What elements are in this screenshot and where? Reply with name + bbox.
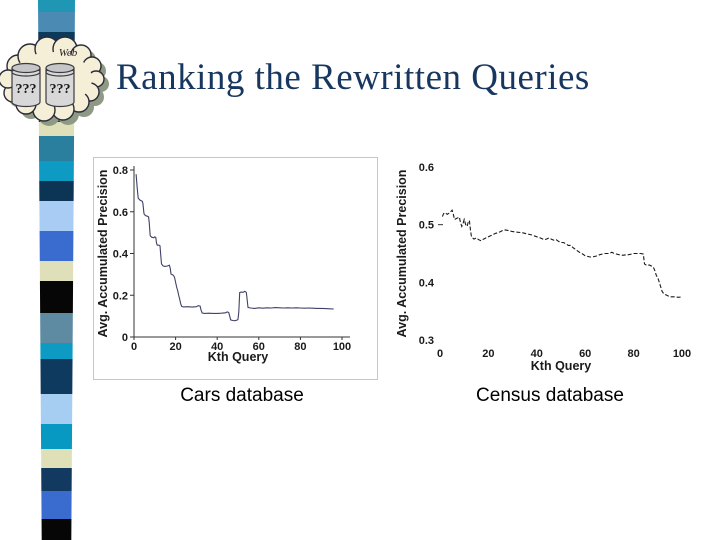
stripe-segment — [38, 468, 75, 491]
stripe-segment — [38, 343, 75, 359]
census-chart: 0 20 40 60 80 100 0.3 0.4 0.5 0.6 Kth Query Avg. Ac… — [393, 157, 703, 378]
x-tick-label: 0 — [437, 348, 443, 360]
stripe-segment — [38, 201, 75, 231]
stripe-segment — [38, 519, 75, 540]
stripe-segment — [38, 12, 75, 32]
stripe-segment — [38, 181, 75, 201]
x-tick-label: 40 — [531, 348, 543, 360]
x-axis-label: Kth Query — [531, 359, 591, 373]
y-axis-label: Avg. Accumulated Precision — [395, 170, 409, 338]
cars-chart: 0 20 40 60 80 100 0 0.2 0.4 0.6 0.8 Kth Query Avg. A… — [93, 157, 378, 380]
stripe-segment — [38, 313, 75, 343]
stripe-segment — [38, 261, 75, 281]
x-tick-label: 100 — [673, 348, 691, 360]
y-tick-label: 0.6 — [113, 207, 128, 219]
y-tick-label: 0.3 — [419, 335, 434, 347]
y-tick-label: 0.4 — [113, 249, 129, 261]
x-tick-label: 40 — [211, 341, 223, 353]
y-tick-label: 0.6 — [419, 162, 434, 174]
y-tick-label: 0.2 — [113, 290, 128, 302]
data-line — [135, 174, 334, 322]
stripe-segment — [38, 136, 75, 161]
stripe-segment — [38, 231, 75, 261]
database-icon-right: ??? — [45, 62, 75, 108]
x-tick-label: 60 — [253, 341, 265, 353]
stripe-segment — [38, 491, 75, 519]
y-tick-label: 0.8 — [113, 165, 128, 177]
stripe-segment — [38, 161, 75, 181]
y-tick-label: 0 — [122, 332, 128, 344]
x-axis-label: Kth Query — [208, 350, 268, 364]
x-tick-label: 20 — [169, 341, 181, 353]
x-tick-label: 80 — [627, 348, 639, 360]
x-tick-label: 20 — [482, 348, 494, 360]
x-tick-label: 80 — [294, 341, 306, 353]
y-tick-label: 0.5 — [419, 220, 434, 232]
database-icon-left: ??? — [11, 62, 41, 108]
x-tick-label: 60 — [579, 348, 591, 360]
cars-caption: Cars database — [180, 385, 304, 406]
question-marks-right: ??? — [50, 82, 71, 97]
web-cloud-graphic: Web ??? ??? — [0, 36, 109, 126]
page-title: Ranking the Rewritten Queries — [116, 57, 590, 98]
web-label: Web — [59, 47, 78, 59]
cars-chart-plot: 0 20 40 60 80 100 0 0.2 0.4 0.6 0.8 Kth Query Avg. A… — [96, 165, 351, 364]
data-line — [441, 209, 683, 298]
census-caption: Census database — [476, 385, 624, 406]
x-tick-label: 100 — [333, 341, 351, 353]
stripe-segment — [38, 359, 75, 394]
census-chart-plot: 0 20 40 60 80 100 0.3 0.4 0.5 0.6 Kth Query Avg. Ac… — [395, 162, 691, 373]
stripe-segment — [38, 424, 75, 449]
stripe-segment — [38, 394, 75, 424]
y-tick-label: 0.4 — [419, 277, 435, 289]
y-axis-label: Avg. Accumulated Precision — [96, 170, 110, 338]
x-tick-label: 0 — [131, 341, 137, 353]
stripe-segment — [38, 281, 75, 313]
stripe-segment — [38, 449, 75, 468]
stripe-segment — [38, 0, 75, 12]
question-marks-left: ??? — [16, 82, 37, 97]
